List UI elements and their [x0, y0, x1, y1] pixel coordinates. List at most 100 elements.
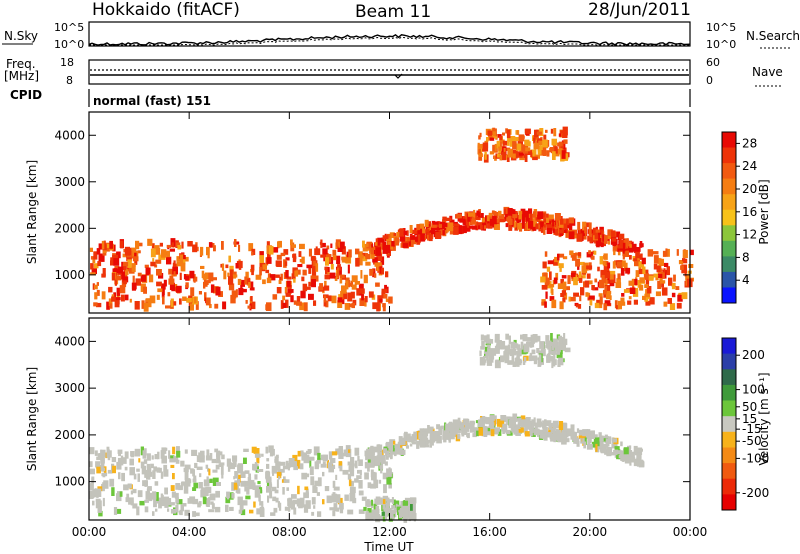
scatter-cell	[362, 244, 368, 252]
scatter-cell	[182, 296, 187, 301]
scatter-cell	[432, 221, 439, 225]
scatter-cell	[144, 448, 147, 456]
scatter-cell	[303, 454, 310, 464]
scatter-cell	[378, 479, 382, 484]
scatter-cell	[141, 465, 147, 475]
scatter-cell	[96, 302, 102, 308]
scatter-cell	[156, 281, 162, 287]
freq-strip-frame	[88, 59, 691, 85]
scatter-cell	[504, 349, 508, 355]
scatter-cell	[609, 295, 612, 300]
scatter-cell	[599, 256, 604, 265]
scatter-cell	[193, 482, 199, 489]
scatter-cell	[283, 249, 289, 255]
scatter-cell	[559, 129, 565, 138]
scatter-cell	[301, 276, 305, 282]
scatter-cell	[279, 276, 282, 281]
scatter-cell	[109, 303, 113, 309]
scatter-cell	[396, 232, 402, 238]
scatter-cell	[577, 304, 582, 309]
scatter-cell	[607, 262, 611, 269]
scatter-cell	[329, 507, 336, 511]
scatter-cell	[276, 287, 282, 294]
scatter-cell	[387, 442, 391, 449]
scatter-cell	[200, 265, 205, 269]
scatter-cell	[484, 151, 487, 160]
scatter-cell	[151, 243, 155, 249]
scatter-cell	[554, 146, 558, 154]
scatter-cell	[203, 282, 208, 287]
scatter-cell	[408, 515, 411, 522]
scatter-cell	[239, 504, 244, 511]
scatter-cell	[479, 143, 484, 149]
scatter-cell	[273, 507, 278, 513]
scatter-cell	[390, 451, 396, 455]
scatter-cell	[443, 222, 448, 228]
scatter-cell	[90, 263, 94, 270]
scatter-cell	[107, 449, 110, 456]
scatter-cell	[562, 133, 568, 138]
scatter-cell	[532, 355, 538, 361]
scatter-cell	[299, 302, 304, 311]
scatter-cell	[377, 444, 381, 452]
scatter-cell	[604, 235, 608, 244]
scatter-cell	[477, 419, 483, 427]
scatter-cell	[168, 450, 171, 459]
scatter-cell	[380, 256, 385, 265]
scatter-cell	[123, 484, 129, 491]
scatter-cell	[589, 299, 593, 306]
scatter-cell	[499, 154, 503, 161]
scatter-cell	[228, 255, 231, 263]
scatter-cell	[515, 137, 521, 141]
scatter-cell	[411, 512, 417, 520]
scatter-cell	[384, 284, 387, 292]
scatter-cell	[305, 286, 311, 290]
scatter-cell	[488, 133, 493, 141]
scatter-cell	[335, 239, 341, 247]
scatter-cell	[402, 500, 408, 506]
scatter-cell	[170, 485, 175, 491]
scatter-cell	[427, 425, 430, 434]
colorbar-tick-label: -200	[742, 486, 769, 500]
scatter-cell	[375, 512, 379, 519]
scatter-cell	[287, 289, 294, 293]
scatter-cell	[354, 460, 358, 469]
scatter-cell	[325, 268, 329, 275]
scatter-cell	[308, 281, 313, 287]
scatter-cell	[231, 482, 236, 491]
scatter-cell	[639, 241, 643, 248]
scatter-cell	[396, 506, 402, 511]
scatter-cell	[388, 244, 391, 253]
nave-dip	[394, 73, 403, 79]
scatter-cell	[275, 454, 279, 458]
scatter-cell	[172, 446, 176, 455]
scatter-cell	[248, 282, 251, 288]
scatter-cell	[92, 500, 95, 506]
scatter-cell	[588, 280, 593, 285]
scatter-cell	[513, 221, 517, 228]
scatter-cell	[609, 270, 616, 276]
scatter-cell	[552, 218, 555, 227]
scatter-cell	[382, 504, 386, 510]
scatter-cell	[494, 223, 500, 230]
scatter-cell	[170, 509, 176, 514]
scatter-cell	[293, 300, 297, 305]
scatter-cell	[541, 423, 547, 427]
scatter-cell	[282, 465, 288, 470]
scatter-cell	[561, 147, 567, 153]
scatter-cell	[478, 135, 481, 140]
scatter-cell	[362, 240, 365, 248]
scatter-cell	[92, 259, 96, 263]
scatter-cell	[240, 480, 246, 487]
scatter-cell	[390, 509, 397, 514]
scatter-cell	[155, 259, 162, 264]
scatter-cell	[659, 276, 663, 283]
scatter-cell	[294, 459, 301, 469]
scatter-cell	[394, 443, 399, 451]
scatter-cell	[313, 505, 316, 509]
scatter-cell	[394, 503, 398, 513]
scatter-cell	[164, 499, 169, 508]
scatter-cell	[167, 508, 170, 512]
scatter-cell	[498, 214, 505, 223]
scatter-cell	[633, 258, 638, 262]
